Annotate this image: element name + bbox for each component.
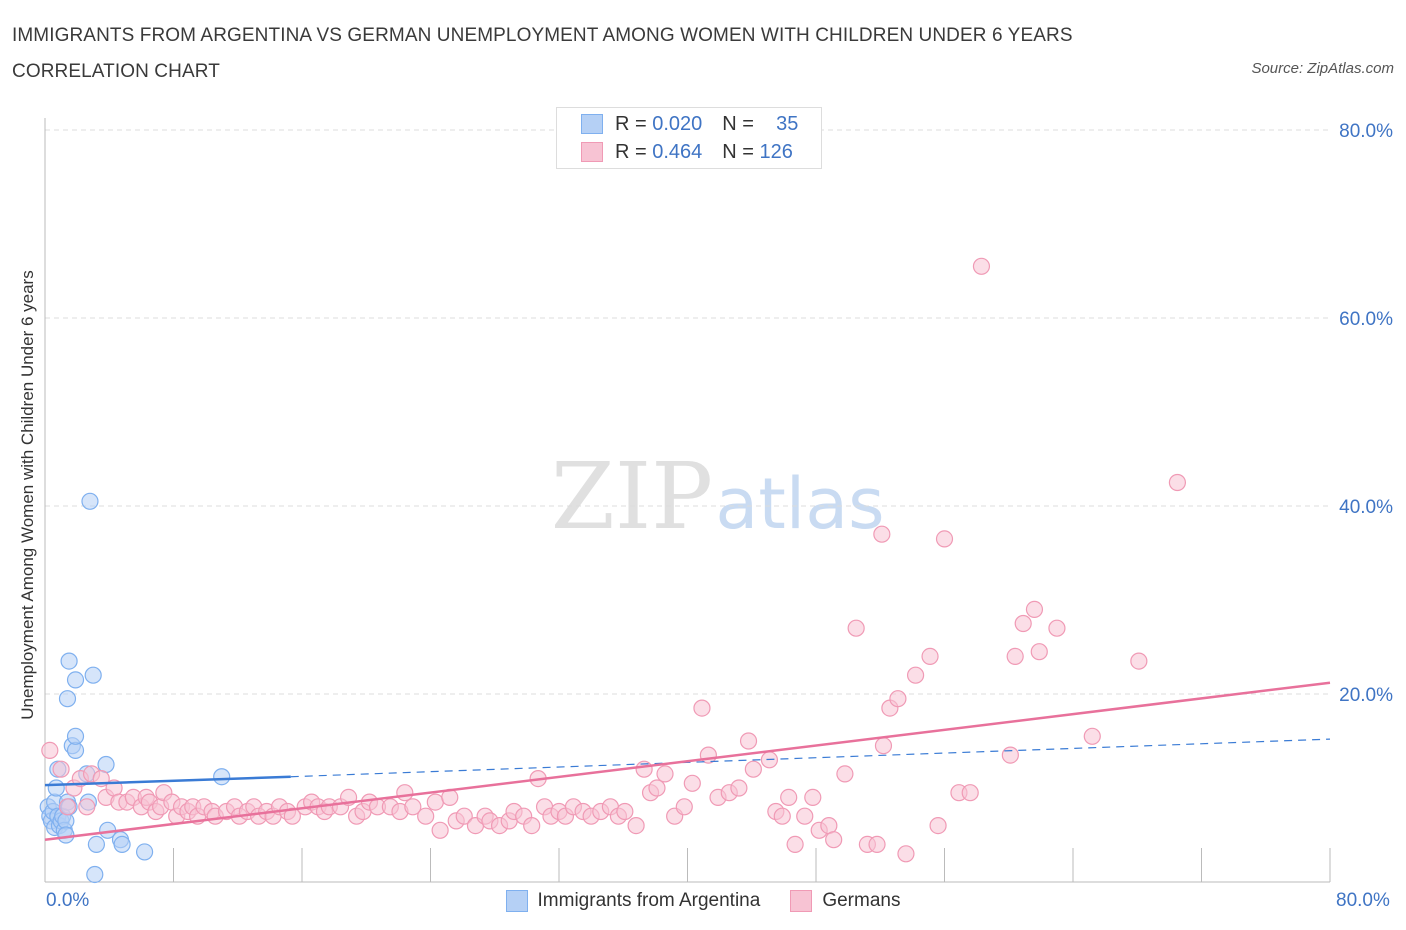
trend-line-germans — [44, 681, 1331, 841]
point-argentina — [58, 690, 77, 708]
r-value: 0.464 — [652, 141, 703, 163]
point-germans — [675, 798, 693, 816]
point-germans — [1030, 643, 1048, 661]
n-value: 126 — [759, 141, 793, 163]
point-germans — [1014, 614, 1032, 633]
point-germans — [897, 845, 915, 863]
n-label: N = — [722, 113, 754, 135]
point-germans — [972, 257, 991, 275]
n-label: N = — [722, 141, 754, 163]
point-germans — [796, 807, 814, 825]
point-germans — [1130, 652, 1148, 670]
point-germans — [929, 816, 947, 835]
point-germans — [426, 793, 444, 811]
point-germans — [58, 798, 77, 816]
point-germans — [868, 835, 886, 854]
point-argentina — [87, 835, 106, 854]
point-argentina — [86, 865, 104, 884]
point-germans — [455, 807, 473, 825]
r-label: R = — [615, 141, 647, 163]
point-argentina — [81, 492, 99, 510]
point-germans — [935, 530, 954, 548]
y-tick-label: 60.0% — [1339, 309, 1393, 330]
stats-legend: R = 0.020 N = 35 R = 0.464 N = 126 — [556, 107, 822, 169]
point-germans — [961, 784, 979, 802]
point-germans — [804, 788, 822, 807]
stats-legend-row-argentina: R = 0.020 N = 35 — [581, 112, 798, 136]
point-germans — [773, 807, 791, 825]
point-germans — [417, 807, 435, 825]
point-germans — [921, 647, 939, 666]
point-argentina — [135, 843, 154, 861]
x-tick-label-min: 0.0% — [46, 890, 90, 911]
point-argentina — [47, 779, 65, 797]
point-germans — [836, 765, 854, 783]
legend-swatch-germans — [581, 142, 603, 162]
point-germans — [1025, 600, 1044, 619]
point-argentina — [213, 768, 231, 786]
legend-swatch-argentina — [505, 890, 528, 912]
trend-line-dashed-argentina — [290, 738, 1331, 778]
point-germans — [78, 798, 96, 816]
legend-item-argentina: Immigrants from Argentina — [505, 890, 761, 912]
point-germans — [739, 732, 758, 750]
point-germans — [41, 741, 59, 760]
point-argentina — [60, 652, 78, 670]
point-germans — [431, 821, 449, 839]
watermark-zip: ZIP — [551, 443, 713, 550]
r-value: 0.020 — [652, 113, 703, 135]
point-germans — [730, 779, 748, 797]
point-germans — [1006, 647, 1024, 666]
y-tick-label: 20.0% — [1339, 685, 1393, 706]
watermark-atlas: atlas — [715, 463, 884, 545]
point-germans — [523, 816, 541, 835]
point-germans — [744, 760, 762, 778]
point-germans — [1048, 619, 1066, 637]
point-germans — [648, 779, 666, 797]
stats-legend-row-germans: R = 0.464 N = 126 — [581, 140, 793, 164]
r-label: R = — [615, 113, 647, 135]
point-germans — [656, 765, 674, 783]
n-value: 35 — [776, 113, 799, 135]
legend-item-germans: Germans — [790, 890, 900, 912]
point-argentina — [113, 835, 131, 854]
point-argentina — [66, 727, 85, 745]
point-germans — [1001, 746, 1019, 764]
legend-swatch-argentina — [581, 114, 603, 134]
point-germans — [1083, 727, 1101, 745]
point-argentina — [57, 826, 75, 844]
chart-title: IMMIGRANTS FROM ARGENTINA VS GERMAN UNEM… — [12, 25, 1073, 82]
y-tick-label: 80.0% — [1339, 121, 1393, 142]
y-tick-label: 40.0% — [1339, 497, 1393, 518]
point-germans — [825, 831, 843, 849]
point-argentina — [84, 666, 102, 684]
chart-source: Source: ZipAtlas.com — [1251, 60, 1394, 77]
point-germans — [693, 699, 711, 717]
point-germans — [786, 835, 804, 854]
point-germans — [683, 774, 701, 792]
point-germans — [847, 619, 865, 637]
trend-line-argentina — [44, 775, 291, 787]
point-germans — [404, 798, 422, 816]
point-germans — [616, 802, 634, 821]
point-germans — [780, 788, 798, 807]
legend-label-argentina: Immigrants from Argentina — [537, 890, 761, 911]
point-germans — [906, 666, 925, 684]
point-germans — [1168, 473, 1187, 492]
x-tick-label-max: 80.0% — [1336, 890, 1390, 911]
point-germans — [889, 690, 907, 708]
point-germans — [699, 746, 717, 764]
point-germans — [283, 807, 301, 825]
point-germans — [396, 784, 414, 802]
point-germans — [52, 760, 70, 778]
point-germans — [627, 816, 645, 835]
series-legend: Immigrants from Argentina Germans — [0, 890, 1406, 912]
point-germans — [874, 737, 893, 755]
point-germans — [873, 525, 891, 543]
legend-swatch-germans — [790, 890, 813, 912]
legend-label-germans: Germans — [822, 890, 901, 911]
point-argentina — [66, 671, 85, 689]
